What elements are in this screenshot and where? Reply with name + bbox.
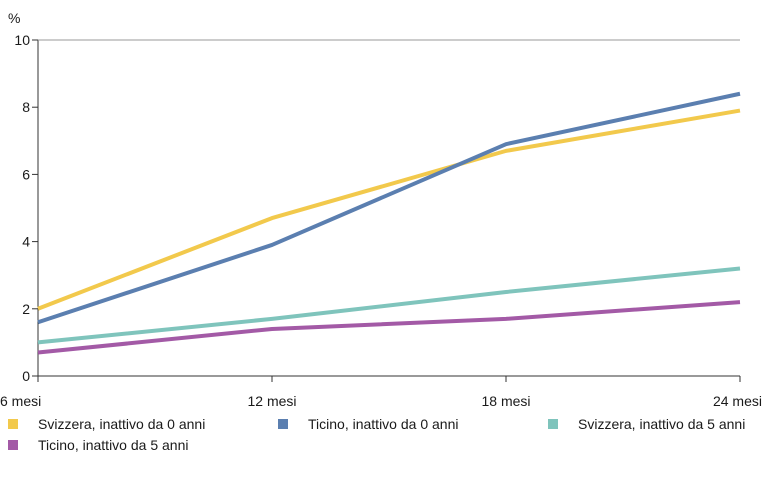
y-tick-label-3: 6 [22, 166, 30, 182]
legend-label-1: Ticino, inattivo da 0 anni [308, 416, 459, 432]
legend: Svizzera, inattivo da 0 anni Ticino, ina… [0, 412, 764, 482]
line-chart: % 0 2 4 6 8 10 6 mesi 12 mesi 18 mesi 24 mesi [0, 10, 762, 409]
legend-swatch-0 [8, 419, 18, 429]
legend-label-3: Ticino, inattivo da 5 anni [38, 437, 189, 453]
x-tick-label-1: 12 mesi [247, 393, 296, 409]
legend-swatch-2 [548, 419, 558, 429]
y-tick-label-0: 0 [22, 368, 30, 384]
y-tick-label-4: 8 [22, 99, 30, 115]
legend-item-1: Ticino, inattivo da 0 anni [270, 416, 458, 432]
x-tick-label-3: 24 mesi [713, 393, 762, 409]
x-tick-label-2: 18 mesi [481, 393, 530, 409]
legend-swatch-3 [8, 440, 18, 450]
y-tick-label-5: 10 [14, 32, 30, 48]
series-line-1 [37, 91, 741, 325]
y-tick-label-1: 2 [22, 301, 30, 317]
legend-item-3: Ticino, inattivo da 5 anni [0, 437, 188, 453]
y-tick-label-2: 4 [22, 234, 30, 250]
y-unit-label: % [8, 10, 20, 26]
series-line-0 [37, 108, 741, 311]
legend-item-2: Svizzera, inattivo da 5 anni [540, 416, 745, 432]
legend-label-2: Svizzera, inattivo da 5 anni [578, 416, 746, 432]
series-line-2 [37, 266, 741, 345]
x-tick-label-0: 6 mesi [0, 393, 41, 409]
legend-item-0: Svizzera, inattivo da 0 anni [0, 416, 205, 432]
legend-label-0: Svizzera, inattivo da 0 anni [38, 416, 206, 432]
legend-swatch-1 [278, 419, 288, 429]
series-line-3 [37, 300, 741, 355]
